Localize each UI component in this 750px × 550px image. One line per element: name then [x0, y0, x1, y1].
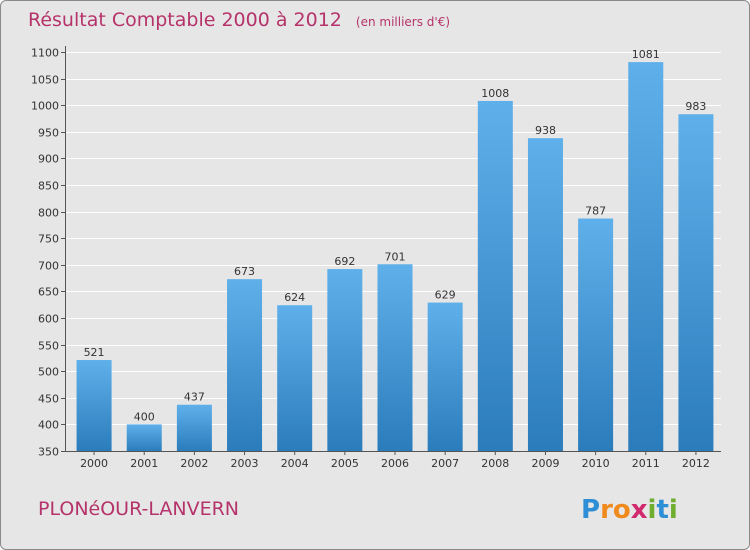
bar — [678, 114, 714, 451]
data-label: 701 — [385, 250, 406, 263]
x-tick-label: 2004 — [281, 457, 309, 470]
y-tick-label: 800 — [38, 207, 59, 220]
logo-letter: r — [600, 495, 613, 525]
x-tick-label: 2012 — [682, 457, 710, 470]
x-tick-label: 2003 — [231, 457, 259, 470]
labels: 350 400 450 500 550 600 650 700 750 800 850 900 950 1… — [31, 47, 710, 471]
y-tick-label: 650 — [38, 286, 59, 299]
y-tick-label: 500 — [38, 366, 59, 379]
data-label: 629 — [435, 289, 456, 302]
y-tick-label: 750 — [38, 233, 59, 246]
data-label: 1081 — [632, 48, 660, 61]
proxiti-logo: Proxiti — [581, 495, 678, 525]
axes — [61, 46, 721, 455]
x-tick-label: 2011 — [632, 457, 660, 470]
y-tick-label: 900 — [38, 153, 59, 166]
x-tick-label: 2005 — [331, 457, 359, 470]
logo-letter: o — [613, 495, 631, 525]
chart-title: Résultat Comptable 2000 à 2012 (en milli… — [28, 9, 450, 31]
y-tick-label: 1000 — [31, 100, 59, 113]
bar — [227, 279, 263, 451]
logo-letter: t — [656, 495, 668, 525]
x-tick-label: 2010 — [582, 457, 610, 470]
bar — [76, 360, 112, 451]
chart-title-unit: (en milliers d'€) — [356, 15, 450, 29]
bar — [327, 269, 363, 451]
y-tick-label: 850 — [38, 180, 59, 193]
x-tick-label: 2008 — [481, 457, 509, 470]
logo-letter: P — [581, 495, 600, 525]
data-label: 983 — [685, 100, 706, 113]
y-tick-label: 950 — [38, 127, 59, 140]
y-tick-label: 450 — [38, 393, 59, 406]
data-label: 521 — [84, 346, 105, 359]
x-tick-label: 2007 — [431, 457, 459, 470]
x-tick-label: 2009 — [531, 457, 559, 470]
bar — [427, 302, 463, 451]
y-tick-label: 550 — [38, 340, 59, 353]
logo-letter: x — [631, 495, 648, 525]
y-tick-label: 600 — [38, 313, 59, 326]
x-tick-label: 2002 — [180, 457, 208, 470]
data-label: 787 — [585, 205, 606, 218]
y-tick-label: 350 — [38, 446, 59, 459]
chart-title-main: Résultat Comptable 2000 à 2012 — [28, 9, 342, 31]
logo-letter: i — [648, 495, 657, 525]
bars — [76, 62, 714, 451]
bar — [176, 404, 212, 451]
data-label: 437 — [184, 391, 205, 404]
data-label: 673 — [234, 265, 255, 278]
bar — [578, 218, 614, 451]
data-label: 624 — [284, 291, 305, 304]
y-tick-label: 700 — [38, 260, 59, 273]
y-tick-label: 400 — [38, 419, 59, 432]
x-tick-label: 2006 — [381, 457, 409, 470]
bar — [277, 305, 313, 451]
x-tick-label: 2001 — [130, 457, 158, 470]
y-tick-label: 1050 — [31, 74, 59, 87]
bar — [377, 264, 413, 451]
data-label: 400 — [134, 410, 155, 423]
bar — [527, 138, 563, 451]
data-label: 692 — [334, 255, 355, 268]
logo-letter: i — [669, 495, 678, 525]
data-label: 938 — [535, 124, 556, 137]
place-name: PLONéOUR-LANVERN — [38, 498, 239, 520]
bar — [628, 62, 664, 451]
y-tick-label: 1100 — [31, 47, 59, 60]
bar — [126, 424, 162, 451]
data-label: 1008 — [481, 87, 509, 100]
x-tick-label: 2000 — [80, 457, 108, 470]
bar — [477, 100, 513, 451]
